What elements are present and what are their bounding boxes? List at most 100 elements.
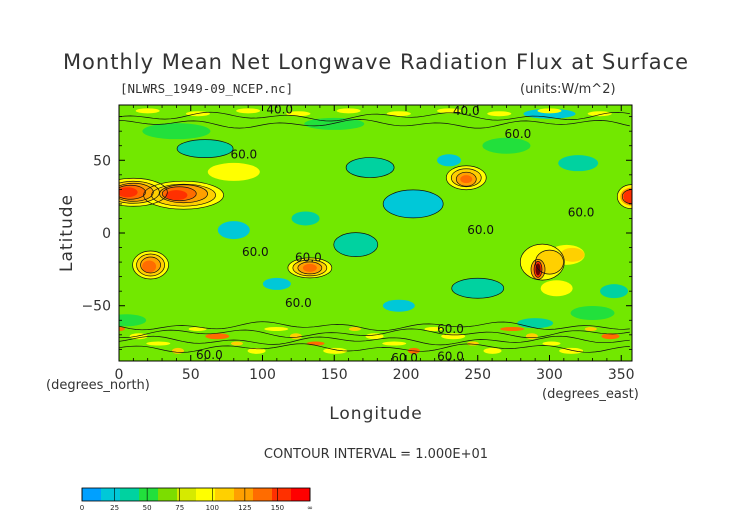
antarctic-speckle — [348, 327, 361, 331]
x-tick-label: 50 — [182, 367, 200, 383]
mid-region — [570, 306, 615, 320]
x-tick-label: 200 — [393, 367, 420, 383]
contour-ring — [176, 139, 234, 158]
x-tick-label: 150 — [321, 367, 348, 383]
plot-area: 40.0 40.0 60.0 60.0 60.0 60.0 60.0 60.0 60.0 60.0… — [119, 104, 632, 365]
y-axis-label: Latitude — [57, 194, 77, 272]
colorbar-swatch — [234, 488, 254, 501]
antarctic-speckle — [424, 327, 443, 331]
contour-lines — [119, 111, 632, 353]
contour-ring — [292, 259, 328, 277]
colorbar-tick-label: 75 — [175, 504, 184, 512]
colorbar-tick-label: 50 — [143, 504, 152, 512]
sahara-arabia-heat — [207, 162, 260, 181]
antarctic-speckle — [306, 341, 325, 346]
colorbar-tick-label: 150 — [271, 504, 284, 512]
source-file-label: [NLWRS_1949-09_NCEP.nc] — [120, 81, 293, 96]
contour-ring — [119, 182, 154, 202]
low-region — [333, 232, 378, 257]
contour-ring — [450, 168, 482, 188]
contour-ring — [119, 184, 146, 200]
contour-label: 40.0 — [453, 104, 480, 118]
antarctic-speckle — [323, 347, 348, 354]
colorbar-tick-label: ∞ — [307, 504, 313, 512]
colorbar-swatch — [158, 488, 178, 501]
contour-ring — [159, 184, 208, 204]
contour-ring — [535, 249, 564, 275]
sahara-east-heat — [623, 189, 632, 204]
north-america-heat — [460, 175, 473, 184]
colorbar-swatch — [101, 488, 121, 501]
arctic-speckle — [135, 108, 160, 114]
contour-ring — [530, 259, 546, 280]
low-region — [217, 221, 250, 240]
y-tick-label: 50 — [93, 153, 111, 169]
southern-africa-heat — [142, 260, 157, 273]
colorbar: 0 25 50 75 100 125 150 ∞ — [80, 487, 313, 512]
antarctic-speckle — [466, 341, 479, 346]
low-region — [558, 155, 599, 172]
x-tick-label: 0 — [115, 367, 124, 383]
low-region — [517, 318, 554, 329]
contour-label: 60.0 — [505, 127, 532, 141]
colorbar-swatch — [139, 488, 159, 501]
colorbar-swatch — [215, 488, 235, 501]
antarctic-speckle — [601, 333, 620, 340]
colorbar-swatch — [253, 488, 273, 501]
contour-ring — [533, 261, 543, 278]
sahara-arabia-heat — [119, 187, 138, 198]
contour-ring — [297, 261, 323, 275]
x-tick-label: 250 — [464, 367, 491, 383]
antarctic-speckle — [188, 327, 207, 331]
contour-labels: 40.0 40.0 60.0 60.0 60.0 60.0 60.0 60.0 60.0 60.0… — [196, 104, 594, 365]
mid-region — [304, 117, 365, 130]
low-region — [383, 189, 444, 218]
low-region — [437, 154, 462, 167]
antarctic-speckle — [483, 347, 502, 354]
contour-label: 60.0 — [196, 348, 223, 362]
y-axis: 50 0 −50 — [81, 116, 632, 350]
contour-label: 60.0 — [437, 350, 464, 364]
low-region — [262, 277, 291, 290]
contour-ring — [382, 189, 444, 219]
arctic-speckle — [286, 111, 311, 117]
arctic-speckle — [336, 108, 361, 114]
antarctic-speckle — [146, 341, 171, 346]
contour-ring — [333, 232, 379, 257]
contour-ring — [519, 243, 565, 281]
y-unit-label: (degrees_north) — [46, 378, 150, 393]
antarctic-speckle — [171, 347, 184, 354]
contour-interval-label: CONTOUR INTERVAL = 1.000E+01 — [264, 447, 488, 462]
contour-label: 60.0 — [437, 322, 464, 336]
x-unit-label: (degrees_east) — [542, 387, 639, 402]
colorbar-swatch — [196, 488, 216, 501]
colorbar-swatch — [120, 488, 140, 501]
antarctic-speckle — [500, 327, 525, 331]
contour-label: 60.0 — [295, 251, 322, 265]
contour-band-line — [119, 328, 630, 339]
contour-ring — [119, 180, 160, 204]
y-tick-label: −50 — [81, 299, 111, 315]
contour-ring — [140, 256, 161, 274]
colorbar-swatch — [82, 488, 102, 501]
low-region — [291, 211, 320, 226]
contour-label: 60.0 — [242, 245, 269, 259]
arctic-speckle — [386, 111, 411, 117]
colorbar-tick-label: 25 — [110, 504, 119, 512]
mid-region — [119, 314, 147, 327]
contour-ring — [287, 257, 333, 279]
antarctic-speckle — [247, 347, 266, 354]
antarctic-speckle — [584, 327, 597, 331]
antarctic-speckle — [264, 327, 289, 331]
y-tick-label: 0 — [102, 226, 111, 242]
contour-ring — [132, 250, 169, 280]
antarctic-speckle — [559, 347, 584, 354]
arctic-speckle — [236, 108, 261, 114]
field-regions — [119, 108, 632, 354]
contour-ring — [445, 165, 487, 191]
antarctic-speckle — [525, 333, 538, 340]
contour-label: 60.0 — [391, 351, 418, 365]
contour-ring — [345, 157, 395, 178]
arctic-speckle — [437, 108, 462, 114]
